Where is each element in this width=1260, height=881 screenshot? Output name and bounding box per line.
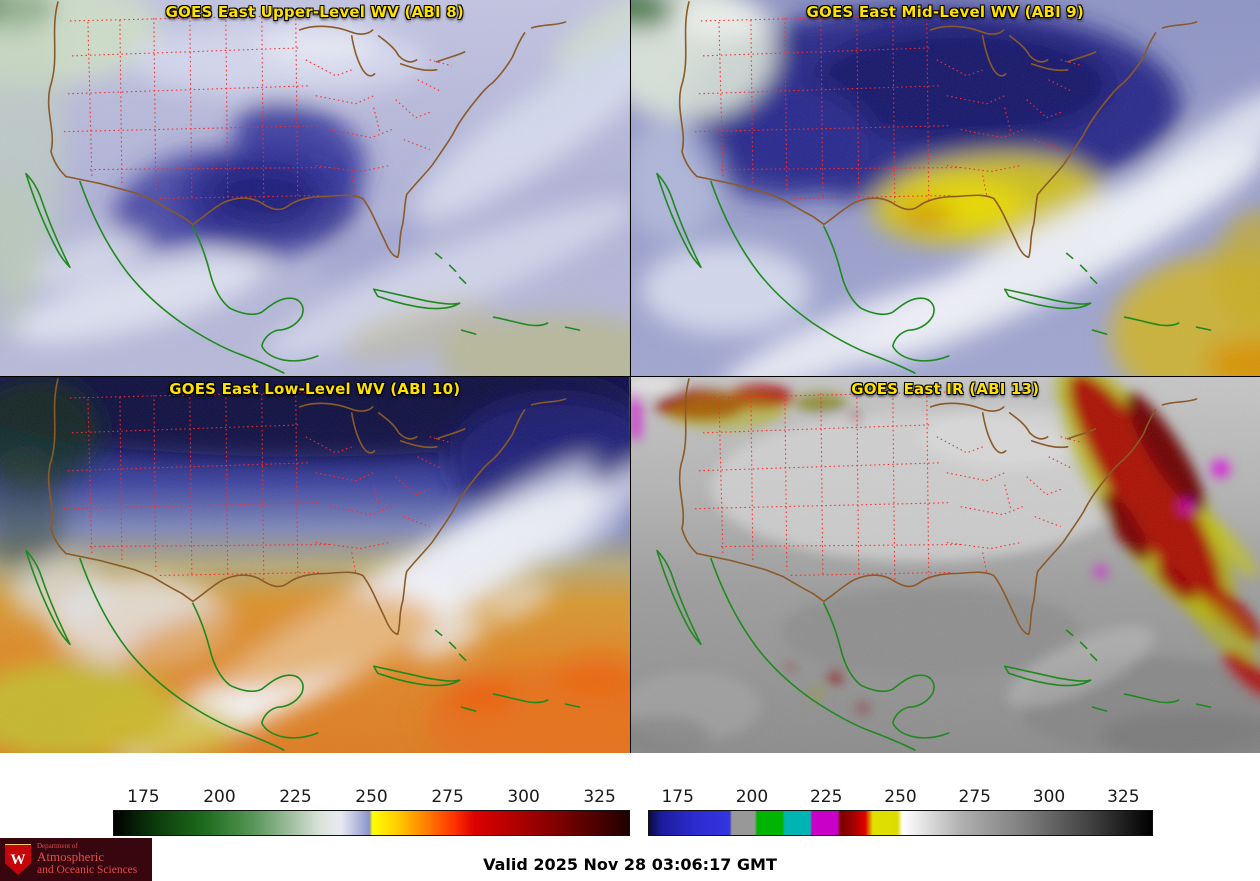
panel-mid-level-wv: GOES East Mid-Level WV (ABI 9) <box>630 0 1260 376</box>
logo-line-oceanic: and Oceanic Sciences <box>37 863 138 876</box>
colorbar-tick-label: 250 <box>884 787 917 807</box>
colorbar-tick-label: 325 <box>583 787 616 807</box>
wv-colorbar: 175 200 225 250 275 300 325 <box>113 783 630 836</box>
logo-line-atmospheric: Atmospheric <box>37 849 105 865</box>
satellite-image-ir <box>630 377 1260 753</box>
uw-crest-icon: W <box>5 844 31 875</box>
panel-title-ir: GOES East IR (ABI 13) <box>851 380 1040 398</box>
colorbar-tick-label: 175 <box>127 787 160 807</box>
colorbar-tick-label: 250 <box>355 787 388 807</box>
wv-colorbar-ticks: 175 200 225 250 275 300 325 <box>113 783 630 807</box>
logo-text: Department of Atmospheric and Oceanic Sc… <box>37 841 138 876</box>
panel-title-mid-wv: GOES East Mid-Level WV (ABI 9) <box>806 3 1084 21</box>
ir-colorbar: 175 200 225 250 275 300 325 <box>648 783 1153 836</box>
logo-line-department: Department of <box>37 841 78 850</box>
ir-colorbar-gradient <box>648 810 1153 836</box>
panel-title-upper-wv: GOES East Upper-Level WV (ABI 8) <box>165 3 464 21</box>
panel-title-low-wv: GOES East Low-Level WV (ABI 10) <box>169 380 461 398</box>
satellite-image-upper-wv <box>0 0 630 376</box>
colorbar-tick-label: 200 <box>735 787 769 807</box>
wv-colorbar-gradient <box>113 810 630 836</box>
colorbar-tick-label: 300 <box>507 787 540 807</box>
ir-colorbar-ticks: 175 200 225 250 275 300 325 <box>648 783 1153 807</box>
satellite-image-low-wv <box>0 377 630 753</box>
panel-low-level-wv: GOES East Low-Level WV (ABI 10) <box>0 377 630 753</box>
colorbar-tick-label: 225 <box>809 787 843 807</box>
panel-ir: GOES East IR (ABI 13) <box>630 377 1260 753</box>
colorbar-tick-label: 275 <box>431 787 464 807</box>
aos-department-logo: W Department of Atmospheric and Oceanic … <box>0 838 152 881</box>
colorbar-tick-label: 275 <box>958 787 992 807</box>
footer-strip: 175 200 225 250 275 300 325 175 200 225 … <box>0 753 1260 881</box>
colorbar-tick-label: 175 <box>661 787 694 807</box>
valid-timestamp: Valid 2025 Nov 28 03:06:17 GMT <box>483 855 777 874</box>
colorbar-tick-label: 200 <box>203 787 236 807</box>
satellite-image-mid-wv <box>630 0 1260 376</box>
colorbar-tick-label: 325 <box>1107 787 1140 807</box>
satellite-quadrant-grid: GOES East Upper-Level WV (ABI 8) <box>0 0 1260 753</box>
colorbar-tick-label: 300 <box>1032 787 1066 807</box>
colorbar-tick-label: 225 <box>279 787 312 807</box>
panel-upper-level-wv: GOES East Upper-Level WV (ABI 8) <box>0 0 630 376</box>
